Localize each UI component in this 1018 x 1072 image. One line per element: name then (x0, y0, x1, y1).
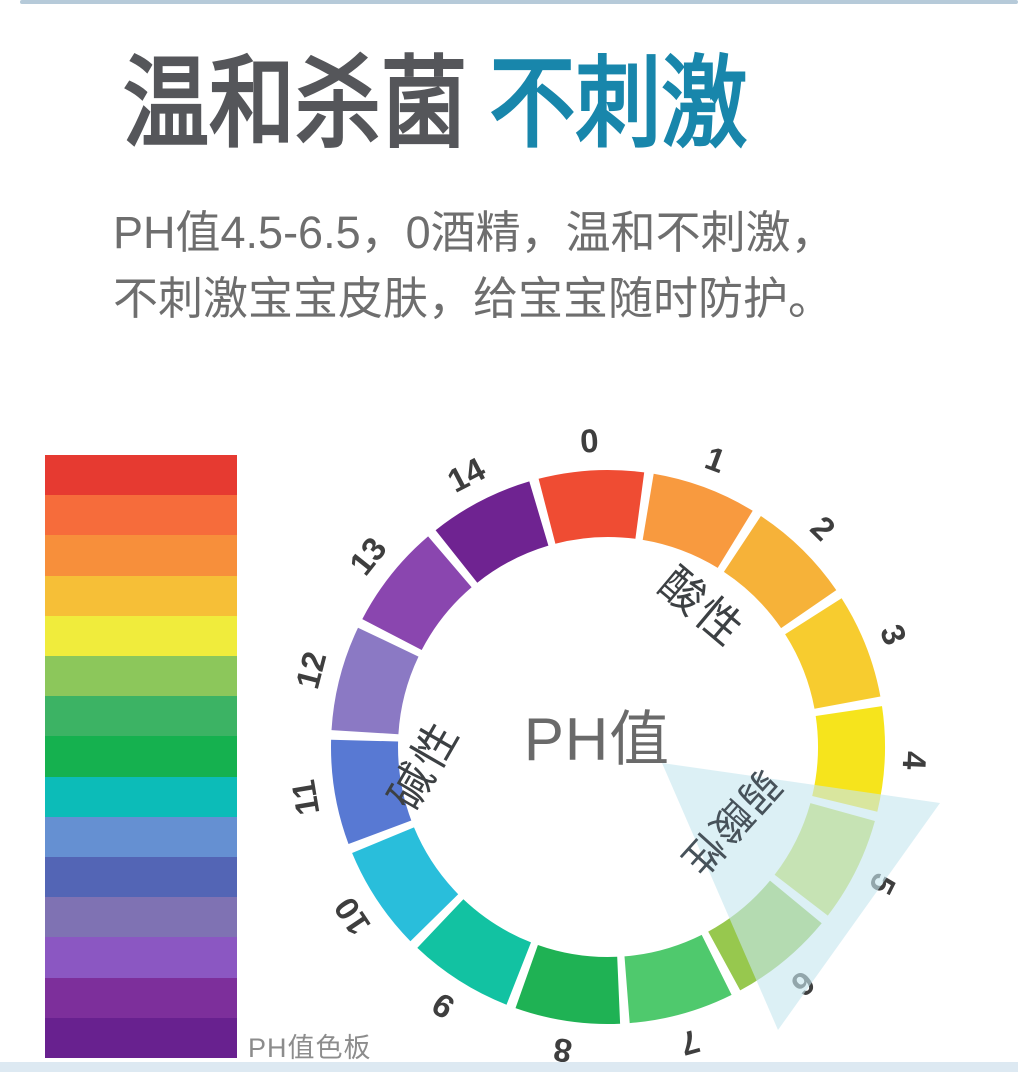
bottom-accent-strip (0, 1062, 1018, 1072)
ph-number-2: 2 (804, 508, 843, 547)
ph-number-14: 14 (441, 450, 491, 500)
ph-color-stripe-13 (45, 977, 237, 1018)
title-primary: 温和杀菌 (123, 48, 467, 160)
ph-segment-12 (331, 627, 419, 735)
ph-number-4: 4 (896, 750, 934, 771)
ph-segment-10 (352, 827, 459, 942)
ph-color-stripe-3 (45, 575, 237, 616)
ph-segment-1 (642, 473, 753, 568)
ph-segment-14 (435, 481, 549, 583)
ph-number-11: 11 (284, 777, 326, 818)
ph-color-stripe-5 (45, 656, 237, 697)
ph-number-13: 13 (342, 530, 394, 582)
ph-color-stripe-8 (45, 776, 237, 817)
ph-segment-8 (515, 945, 621, 1024)
ph-number-1: 1 (700, 439, 730, 480)
ph-color-stripe-4 (45, 615, 237, 657)
ph-number-10: 10 (326, 891, 377, 942)
weak-acid-pointer-triangle (662, 763, 940, 1030)
subtitle-line-2: 不刺激宝宝皮肤，给宝宝随时防护。 (113, 273, 834, 324)
ph-number-0: 0 (579, 422, 600, 460)
ph-segment-3 (785, 598, 881, 709)
ph-number-8: 8 (551, 1031, 575, 1070)
ph-number-3: 3 (873, 619, 914, 650)
ph-color-stripe-1 (45, 495, 237, 536)
ph-color-stripe-6 (45, 696, 237, 737)
ph-color-stripe-11 (45, 897, 237, 938)
ph-color-stripe-9 (45, 816, 237, 858)
ph-number-12: 12 (288, 648, 333, 693)
ph-color-stripe-2 (45, 535, 237, 576)
ph-segment-2 (723, 516, 837, 629)
ph-color-stripe-7 (45, 736, 237, 777)
title-accent: 不刺激 (489, 48, 748, 160)
ph-number-9: 9 (425, 985, 460, 1026)
subtitle-line-1: PH值4.5-6.5，0酒精，温和不刺激， (113, 207, 836, 258)
ph-segment-9 (417, 899, 531, 1005)
ph-color-stripe-10 (45, 857, 237, 898)
ph-color-stripe-0 (45, 455, 237, 496)
ph-segment-11 (331, 739, 412, 844)
ph-segment-0 (538, 470, 645, 544)
top-accent-strip (20, 0, 1018, 4)
ph-segment-13 (362, 536, 472, 650)
page-title: 温和杀菌 不刺激 (123, 50, 747, 158)
ph-color-bar (45, 455, 237, 1059)
ph-segment-4 (812, 706, 886, 812)
ph-color-bar-caption: PH值色板 (248, 1033, 372, 1063)
wheel-center-label: PH值 (524, 706, 670, 773)
page-subtitle: PH值4.5-6.5，0酒精，温和不刺激， 不刺激宝宝皮肤，给宝宝随时防护。 (113, 200, 836, 332)
ph-segment-7 (624, 934, 732, 1024)
ph-number-7: 7 (676, 1022, 704, 1063)
ph-color-stripe-12 (45, 937, 237, 978)
ph-color-stripe-14 (45, 1017, 237, 1059)
